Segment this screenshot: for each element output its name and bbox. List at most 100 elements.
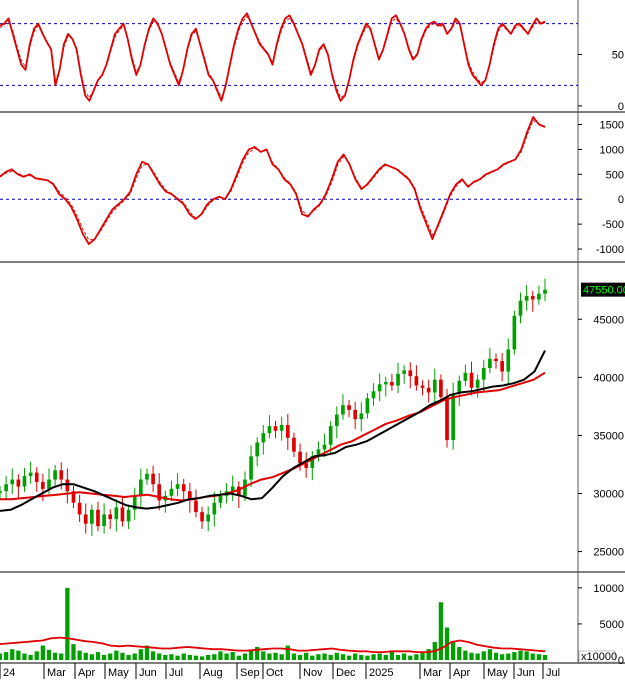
volume-bar <box>518 650 523 660</box>
x-axis-tick-label: Jun <box>517 667 535 679</box>
volume-bar <box>371 654 376 660</box>
volume-bar <box>402 653 407 660</box>
ma-fast-line <box>0 350 546 512</box>
x-axis-tick-label: Aug <box>203 667 223 679</box>
candle-body <box>255 442 260 457</box>
candle-body <box>543 289 547 294</box>
volume-tick-label: 0 <box>618 655 624 667</box>
candle-body <box>469 372 474 388</box>
candle-body <box>383 381 388 385</box>
candle-body <box>518 300 523 316</box>
candle-body <box>206 514 211 522</box>
volume-bar <box>469 652 474 660</box>
volume-bar <box>16 650 21 660</box>
volume-bar <box>150 651 156 660</box>
volume-bar <box>493 652 499 660</box>
candle-body <box>28 472 33 477</box>
candle-body <box>439 379 443 398</box>
candle-body <box>359 413 364 420</box>
x-axis-tick-label: Dec <box>336 667 356 679</box>
candle-body <box>414 376 419 386</box>
candle-body <box>396 373 400 386</box>
candle-body <box>457 380 462 394</box>
volume-bar <box>530 653 535 660</box>
volume-bar <box>28 654 33 660</box>
candle-body <box>120 507 125 522</box>
volume-bar <box>463 650 468 660</box>
volume-bar <box>536 654 542 660</box>
oscillator-tick-label: 0 <box>618 101 624 113</box>
volume-bar <box>506 653 511 660</box>
volume-bar <box>291 653 297 660</box>
momentum-tick-label: -1000 <box>596 244 624 256</box>
candle-body <box>53 470 57 480</box>
last-price-badge <box>581 282 625 297</box>
volume-bar <box>255 647 260 660</box>
candle-body <box>96 509 100 527</box>
volume-bar <box>512 652 517 660</box>
volume-bar <box>65 587 70 660</box>
volume-bar <box>181 653 186 660</box>
candle-body <box>16 479 21 487</box>
volume-bar <box>316 654 321 660</box>
candle-body <box>365 398 370 414</box>
volume-bar <box>0 653 3 660</box>
price-tick-label: 30000 <box>593 489 624 501</box>
momentum-tick-label: 0 <box>618 194 624 206</box>
oscillator-dashed-line <box>0 15 546 99</box>
candle-body <box>151 473 155 485</box>
candle-body <box>316 449 321 457</box>
candle-body <box>102 514 106 527</box>
candle-body <box>347 405 351 410</box>
candle-body <box>0 491 2 493</box>
volume-bar <box>3 652 9 660</box>
volume-unit-label: x10000 <box>581 651 617 663</box>
candle-body <box>420 385 425 388</box>
candle-body <box>236 486 241 496</box>
volume-bar <box>267 653 272 660</box>
volume-bar <box>499 654 505 660</box>
candle-body <box>273 426 278 431</box>
price-tick-label: 25000 <box>593 547 624 559</box>
candle-body <box>488 358 492 369</box>
volume-bar <box>224 653 229 660</box>
price-tick-label: 45000 <box>593 314 624 326</box>
volume-bar <box>95 652 101 660</box>
x-axis-tick-label: Nov <box>303 667 323 679</box>
volume-bar <box>310 655 315 660</box>
candle-body <box>292 437 296 452</box>
candle-body <box>65 479 70 492</box>
volume-bar <box>187 654 192 660</box>
volume-bar <box>334 652 339 660</box>
candle-body <box>304 463 309 468</box>
candle-body <box>426 387 431 393</box>
volume-bar <box>542 654 548 660</box>
volume-bar <box>40 645 46 660</box>
oscillator-solid-line <box>0 12 546 102</box>
volume-bar <box>10 649 15 660</box>
candle-body <box>41 481 45 489</box>
volume-bar <box>524 651 529 660</box>
last-price-label: 47550.00 <box>583 285 625 297</box>
volume-bar <box>395 654 401 660</box>
volume-bar <box>83 652 88 660</box>
candle-body <box>537 293 541 300</box>
volume-bar <box>71 644 76 660</box>
candle-body <box>463 372 468 381</box>
candle-body <box>322 444 327 450</box>
candle-body <box>187 491 192 501</box>
volume-bar <box>236 655 241 660</box>
momentum-dashed-line <box>0 120 546 241</box>
volume-bar <box>389 651 395 660</box>
volume-bar <box>157 653 162 660</box>
x-axis-tick-label: Jul <box>169 667 183 679</box>
volume-bar <box>212 654 217 660</box>
volume-average-line <box>0 636 546 653</box>
volume-bar <box>193 655 199 660</box>
candle-body <box>298 451 302 464</box>
volume-bar <box>426 649 431 660</box>
candle-body <box>108 514 113 520</box>
candle-body <box>145 473 149 480</box>
volume-bar <box>304 652 309 660</box>
